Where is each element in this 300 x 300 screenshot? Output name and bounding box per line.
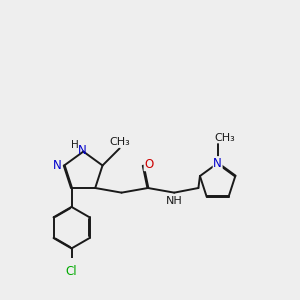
Text: N: N: [77, 143, 86, 157]
Text: Cl: Cl: [66, 265, 77, 278]
Text: CH₃: CH₃: [214, 133, 235, 143]
Text: H: H: [71, 140, 79, 150]
Text: CH₃: CH₃: [109, 137, 130, 147]
Text: N: N: [53, 159, 62, 172]
Text: NH: NH: [166, 196, 183, 206]
Text: N: N: [213, 157, 222, 170]
Text: O: O: [144, 158, 153, 171]
